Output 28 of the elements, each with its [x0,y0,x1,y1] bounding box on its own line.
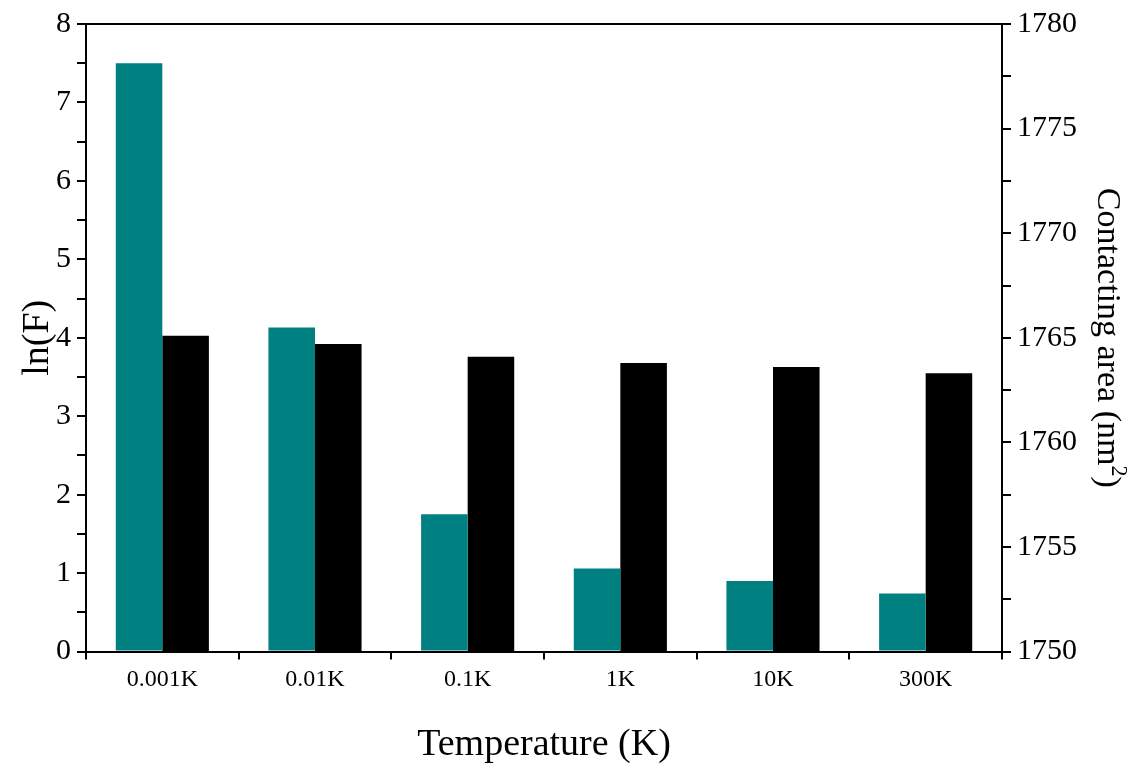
y2-axis-title: Contacting area (nm2) [1090,187,1132,488]
bar [726,581,773,651]
y2-tick-label: 1760 [1017,423,1077,457]
y-tick-label: 1 [56,554,71,588]
y-tick-label: 3 [56,397,71,431]
y2-tick-label: 1780 [1017,4,1077,38]
y-tick-label: 5 [56,240,71,274]
bar [879,593,926,651]
y-tick-label: 6 [56,161,71,195]
x-tick-label: 300K [898,665,953,692]
y-axis-title: ln(F) [14,299,57,376]
y2-tick-label: 1750 [1017,632,1077,666]
y-tick-label: 4 [56,318,71,352]
x-tick-label: 10K [752,665,795,692]
y-tick-label: 2 [56,475,71,509]
x-tick-label: 0.001K [126,665,199,692]
x-tick-label: 0.1K [443,665,492,692]
x-tick-label: 1K [605,665,636,692]
y2-tick-label: 1775 [1017,109,1077,143]
x-axis-title: Temperature (K) [417,721,671,765]
y2-tick-label: 1755 [1017,527,1077,561]
bar [573,568,621,651]
y-tick-label: 7 [56,83,71,117]
y2-tick-label: 1770 [1017,214,1077,248]
y-tick-label: 8 [56,4,71,38]
y2-tick-label: 1765 [1017,318,1077,352]
x-tick-label: 0.01K [285,665,346,692]
y-tick-label: 0 [56,632,71,666]
